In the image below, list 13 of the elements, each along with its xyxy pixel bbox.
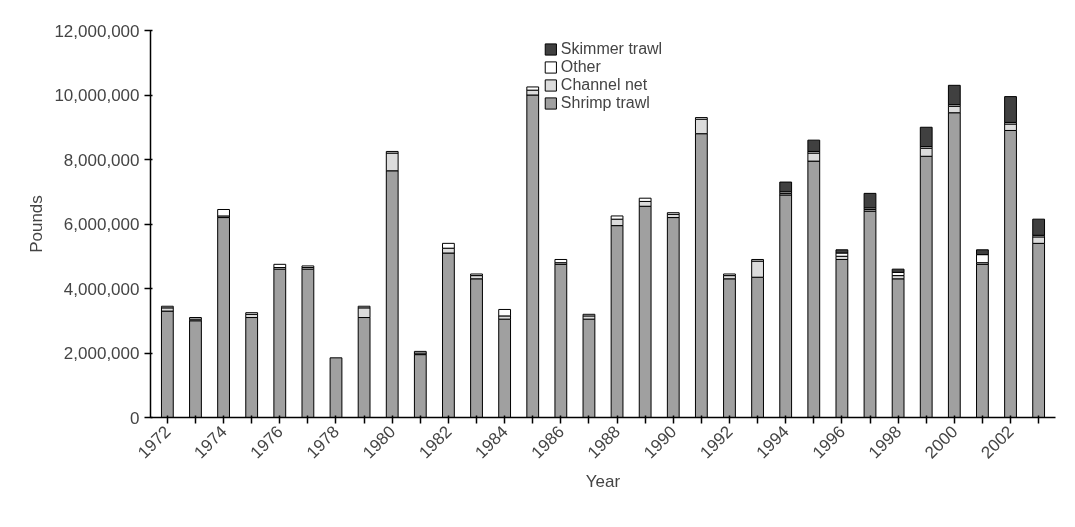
- legend-label: Channel net: [560, 76, 648, 94]
- legend-label: Other: [560, 58, 601, 76]
- x-axis-title: Year: [585, 471, 621, 491]
- y-axis-title: Pounds: [27, 195, 47, 253]
- y-tick-label: 0: [130, 408, 140, 428]
- y-tick-label: 12,000,000: [54, 21, 140, 41]
- y-tick-label: 2,000,000: [63, 344, 140, 363]
- y-tick-label: 4,000,000: [63, 279, 140, 299]
- y-tick-label: 10,000,000: [54, 86, 140, 105]
- y-tick-label: 6,000,000: [63, 215, 140, 234]
- legend-label: Shrimp trawl: [560, 94, 650, 112]
- y-tick-label: 8,000,000: [63, 150, 140, 170]
- legend-label: Skimmer trawl: [560, 40, 663, 58]
